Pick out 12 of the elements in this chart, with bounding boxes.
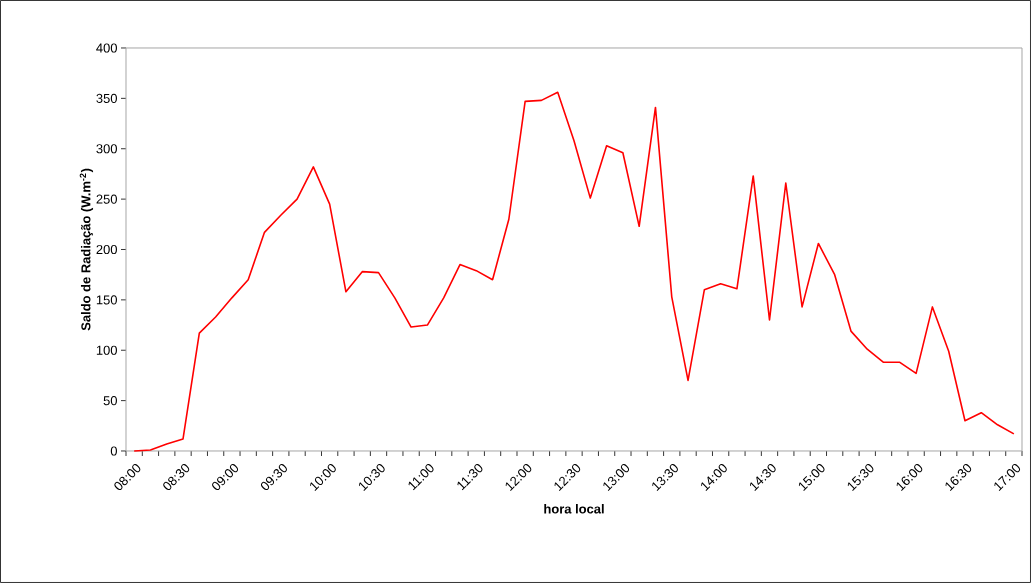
y-tick-label: 50 — [103, 396, 117, 406]
y-tick-label: 200 — [96, 244, 117, 255]
x-axis-title: hora local — [544, 503, 604, 514]
y-tick-label: 100 — [96, 345, 117, 355]
y-tick-label: 0 — [110, 446, 117, 456]
y-tick-label: 150 — [96, 295, 117, 305]
y-tick-label: 300 — [96, 144, 117, 154]
y-tick-label: 400 — [96, 43, 117, 53]
y-tick-label: 250 — [96, 194, 117, 204]
line-series — [133, 91, 1015, 452]
y-axis-title: Saldo de Radiação (W.m$^{-2}$) — [79, 168, 94, 331]
y-tick-label: 350 — [96, 93, 117, 103]
